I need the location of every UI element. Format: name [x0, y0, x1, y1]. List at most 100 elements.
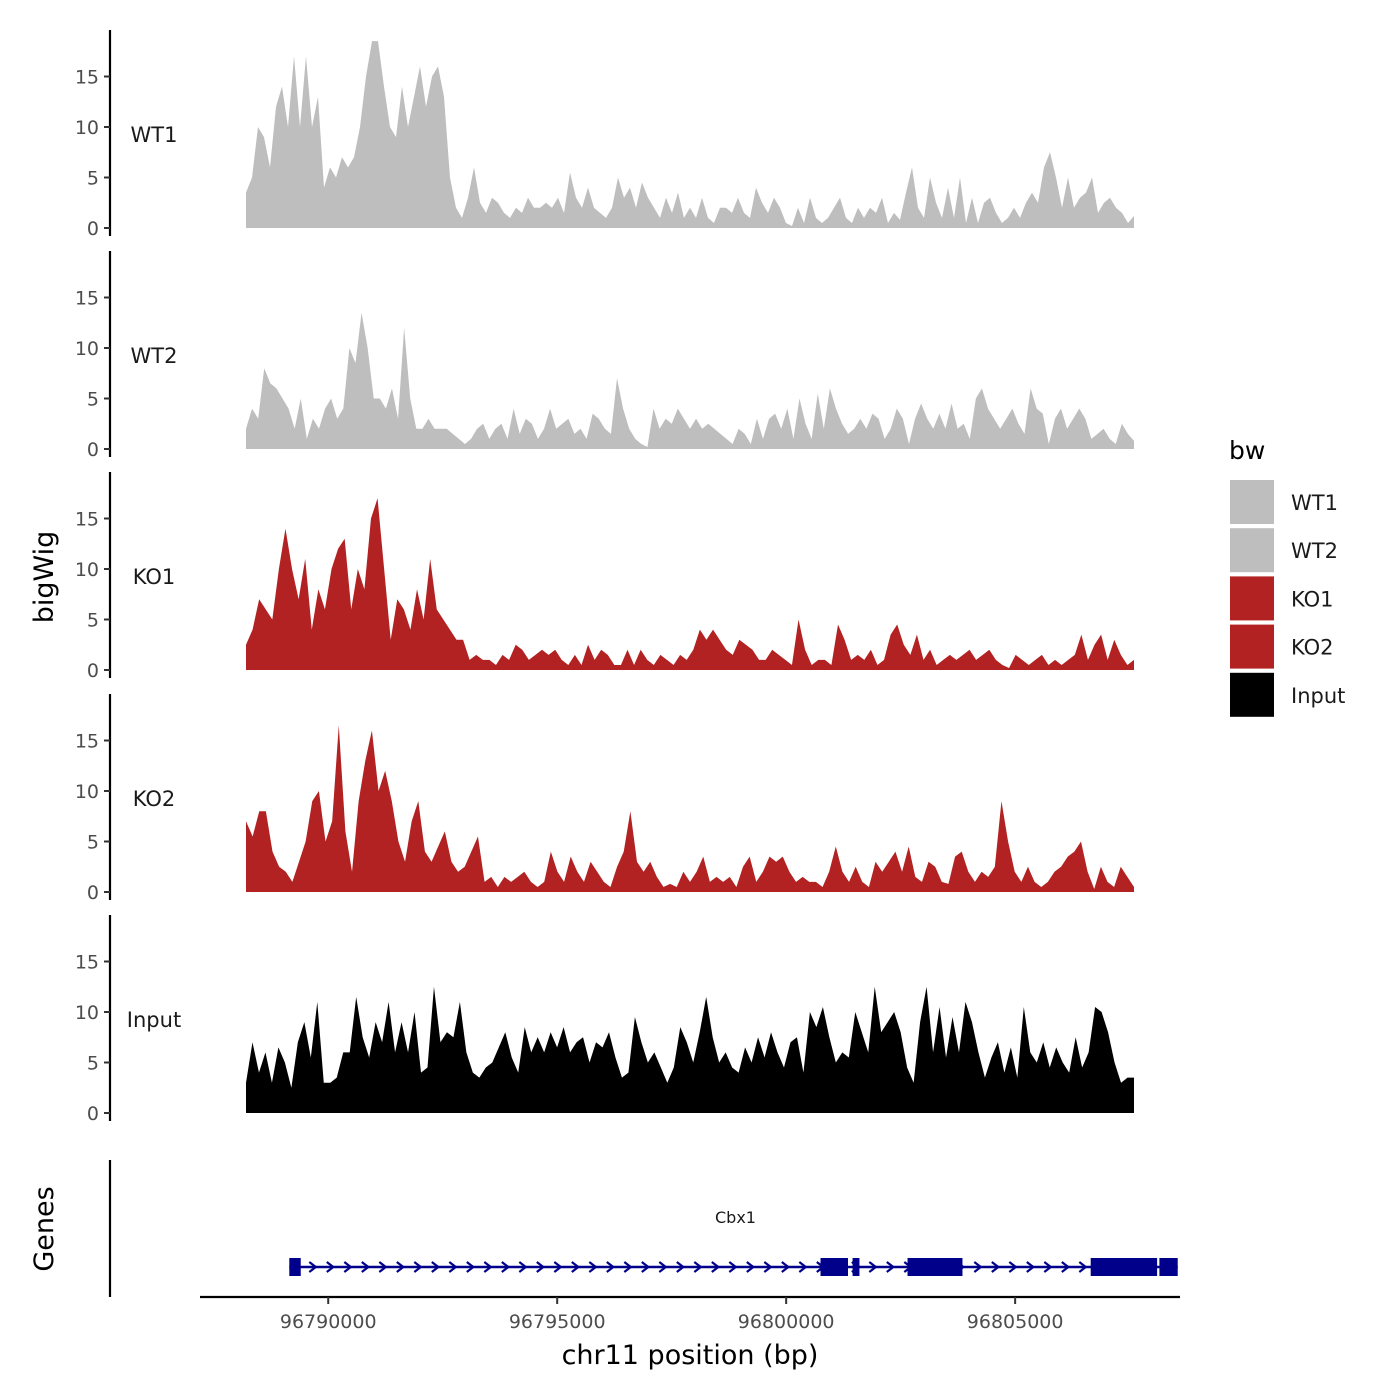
gene-label: Cbx1 — [715, 1208, 756, 1227]
gene-exon — [1159, 1258, 1178, 1276]
x-tick-label: 96800000 — [738, 1311, 835, 1333]
strand-arrow — [518, 1261, 528, 1273]
legend-swatch — [1230, 480, 1274, 524]
legend-label: Input — [1291, 684, 1345, 708]
x-tick-label: 96795000 — [509, 1311, 606, 1333]
strand-arrow — [641, 1261, 651, 1273]
strand-arrow — [326, 1261, 336, 1273]
strand-arrow — [536, 1261, 546, 1273]
strand-arrow — [448, 1261, 458, 1273]
strand-arrow — [781, 1261, 791, 1273]
strand-arrow — [483, 1261, 493, 1273]
strand-arrow — [868, 1261, 878, 1273]
legend-item-ko1: KO1 — [1230, 576, 1334, 621]
track-label-ko2: KO2 — [133, 787, 176, 811]
strand-arrow — [1026, 1261, 1036, 1273]
x-tick-label: 96790000 — [280, 1311, 377, 1333]
genes-axis-title: Genes — [29, 1186, 60, 1271]
strand-arrow — [466, 1261, 476, 1273]
track-label-wt1: WT1 — [131, 123, 178, 147]
y-tick-label: 15 — [75, 288, 99, 310]
strand-arrow — [886, 1261, 896, 1273]
strand-arrow — [658, 1261, 668, 1273]
track-ko1: 0 5 10 15 KO1 — [75, 472, 1134, 682]
strand-arrow — [1043, 1261, 1053, 1273]
strand-arrow — [1078, 1261, 1088, 1273]
strand-arrow — [798, 1261, 808, 1273]
y-tick-label: 15 — [75, 509, 99, 531]
strand-arrow — [711, 1261, 721, 1273]
track-wt2: 0 5 10 15 WT2 — [75, 251, 1134, 461]
legend-item-wt1: WT1 — [1230, 480, 1338, 524]
legend-swatch — [1230, 672, 1274, 717]
legend-swatch — [1230, 576, 1274, 621]
strand-arrow — [378, 1261, 388, 1273]
gene-exon — [852, 1258, 860, 1276]
y-tick-label: 15 — [75, 67, 99, 89]
y-tick-label: 5 — [87, 389, 99, 411]
legend-label: KO1 — [1291, 587, 1334, 611]
strand-arrow — [343, 1261, 353, 1273]
y-tick-label: 0 — [87, 660, 99, 682]
legend-swatch — [1230, 624, 1274, 669]
signal-tracks: 0 5 10 15 WT1 0 5 10 15 WT2 0 5 10 15 KO1 0 5 10 15 KO2 0 5 10… — [75, 30, 1134, 1125]
y-tick-label: 10 — [75, 117, 99, 139]
y-tick-label: 0 — [87, 1103, 99, 1125]
y-tick-label: 0 — [87, 882, 99, 904]
gene-exon — [289, 1258, 301, 1276]
y-tick-label: 10 — [75, 1002, 99, 1024]
gene-exon — [907, 1258, 963, 1276]
area-wt2 — [246, 312, 1134, 449]
y-tick-label: 0 — [87, 439, 99, 461]
y-tick-label: 15 — [75, 952, 99, 974]
legend-label: KO2 — [1291, 636, 1334, 660]
y-tick-label: 5 — [87, 168, 99, 190]
genes-panel: Cbx1 — [108, 1160, 1178, 1297]
strand-arrow — [588, 1261, 598, 1273]
area-ko2 — [246, 725, 1134, 892]
gene-cbx1: Cbx1 — [289, 1208, 1178, 1276]
track-ko2: 0 5 10 15 KO2 — [75, 694, 1134, 904]
strand-arrow — [308, 1261, 318, 1273]
track-label-wt2: WT2 — [131, 344, 178, 368]
y-axis-title: bigWig — [29, 531, 60, 624]
legend-swatch — [1230, 528, 1274, 573]
legend-label: WT1 — [1291, 491, 1338, 515]
legend-item-wt2: WT2 — [1230, 528, 1338, 573]
strand-arrow — [1061, 1261, 1071, 1273]
area-wt1 — [246, 41, 1134, 229]
strand-arrow — [431, 1261, 441, 1273]
x-axis-title: chr11 position (bp) — [562, 1340, 819, 1371]
track-label-input: Input — [127, 1008, 181, 1032]
gene-exon — [820, 1258, 848, 1276]
y-tick-label: 15 — [75, 731, 99, 753]
strand-arrow — [553, 1261, 563, 1273]
legend: bw WT1 WT2 KO1 KO2 Input — [1229, 436, 1345, 717]
strand-arrow — [676, 1261, 686, 1273]
strand-arrow — [413, 1261, 423, 1273]
track-input: 0 5 10 15 Input — [75, 915, 1134, 1125]
strand-arrow — [396, 1261, 406, 1273]
area-ko1 — [246, 498, 1134, 670]
strand-arrow — [973, 1261, 983, 1273]
strand-arrow — [361, 1261, 371, 1273]
legend-label: WT2 — [1291, 539, 1338, 563]
strand-arrow — [991, 1261, 1001, 1273]
strand-arrow — [1008, 1261, 1018, 1273]
x-axis: 96790000 96795000 96800000 96805000 — [200, 1295, 1180, 1333]
strand-arrow — [571, 1261, 581, 1273]
strand-arrow — [501, 1261, 511, 1273]
strand-arrow — [728, 1261, 738, 1273]
y-tick-label: 0 — [87, 218, 99, 240]
legend-item-input: Input — [1230, 672, 1345, 717]
legend-title: bw — [1229, 436, 1265, 465]
gene-exon — [1090, 1258, 1158, 1276]
strand-arrow — [746, 1261, 756, 1273]
track-label-ko1: KO1 — [133, 565, 176, 589]
strand-arrow — [693, 1261, 703, 1273]
strand-arrow — [606, 1261, 616, 1273]
y-tick-label: 10 — [75, 781, 99, 803]
track-wt1: 0 5 10 15 WT1 — [75, 30, 1134, 240]
y-tick-label: 10 — [75, 559, 99, 581]
